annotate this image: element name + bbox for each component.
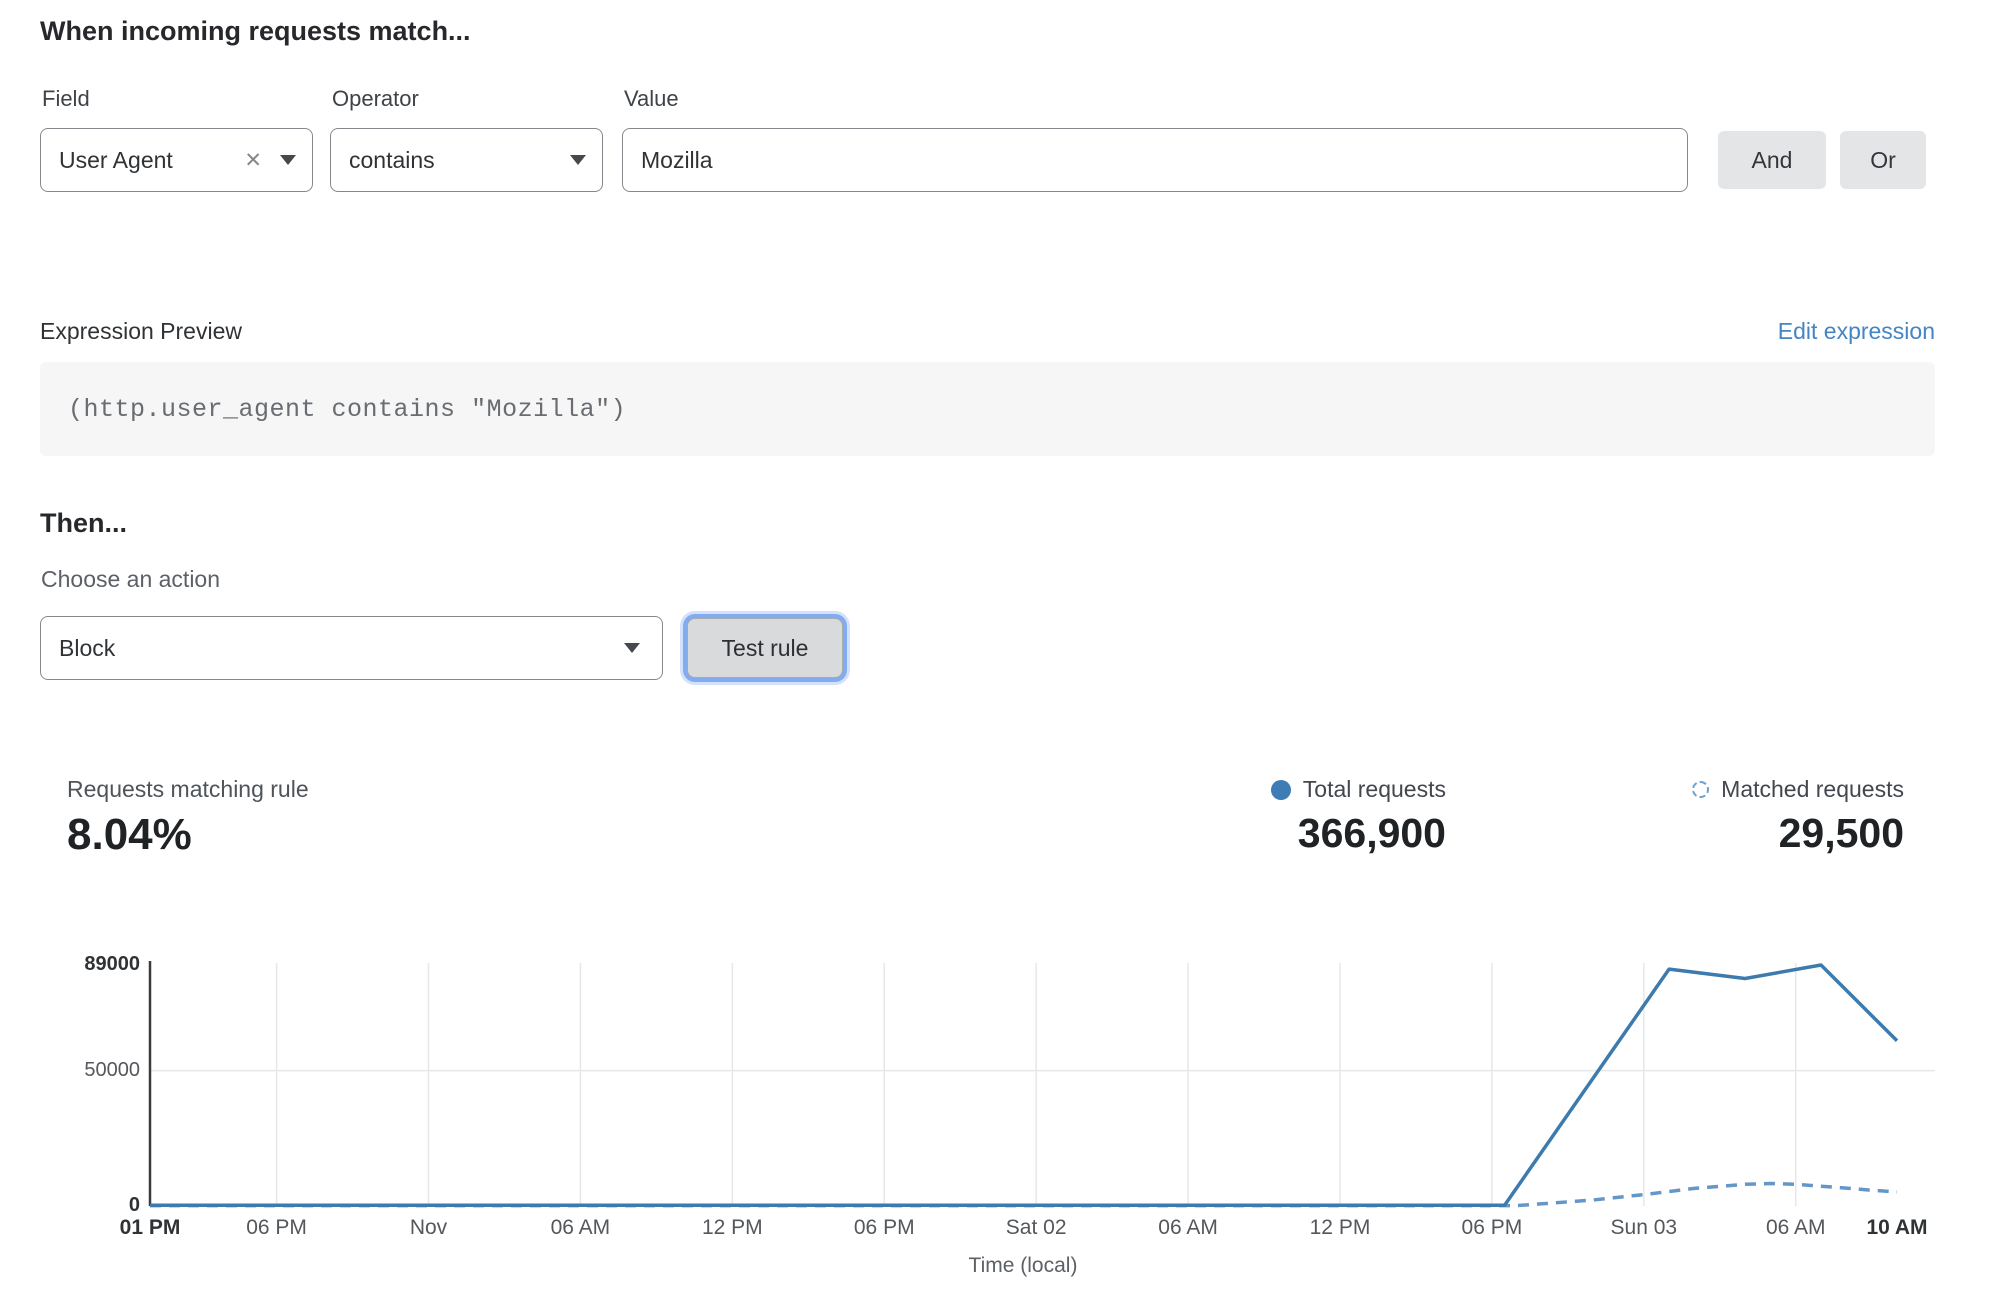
legend-total-label: Total requests — [1302, 776, 1446, 802]
total-requests-value: 366,900 — [1297, 810, 1446, 856]
x-axis-title: Time (local) — [968, 1254, 1078, 1277]
field-select[interactable]: User Agent ✕ — [40, 128, 313, 192]
operator-select-value: contains — [349, 146, 435, 173]
legend-matched-label: Matched requests — [1721, 776, 1904, 802]
chevron-down-icon — [280, 155, 296, 165]
value-label: Value — [624, 86, 679, 111]
series-dashed — [150, 1181, 1898, 1208]
x-tick-label: 01 PM — [119, 1216, 181, 1239]
operator-label: Operator — [332, 86, 419, 111]
requests-matching-value: 8.04% — [67, 810, 192, 859]
expression-preview-label: Expression Preview — [40, 318, 242, 344]
legend-total-requests[interactable]: Total requests — [1242, 776, 1446, 803]
operator-select[interactable]: contains — [330, 128, 603, 192]
x-tick-label: 10 AM — [1866, 1216, 1928, 1239]
y-tick-label: 50000 — [84, 1058, 140, 1081]
y-tick-label: 0 — [128, 1194, 140, 1216]
matched-requests-value: 29,500 — [1778, 810, 1904, 856]
field-label: Field — [42, 86, 90, 111]
x-tick-label: 12 PM — [701, 1216, 763, 1239]
legend-matched-requests[interactable]: Matched requests — [1652, 776, 1904, 803]
choose-action-label: Choose an action — [41, 566, 221, 592]
y-tick-label: 89000 — [84, 953, 140, 975]
test-rule-button[interactable]: Test rule — [687, 618, 843, 678]
and-button[interactable]: And — [1718, 131, 1826, 189]
value-input[interactable] — [641, 146, 1669, 174]
chevron-down-icon — [624, 643, 640, 653]
x-tick-label: Sat 02 — [1005, 1216, 1067, 1239]
x-tick-label: 06 PM — [246, 1216, 307, 1239]
x-tick-label: Sun 03 — [1610, 1216, 1678, 1239]
field-select-value: User Agent — [59, 146, 173, 173]
action-select-value: Block — [59, 634, 116, 661]
x-tick-label: 06 AM — [1158, 1216, 1218, 1239]
x-tick-label: 12 PM — [1309, 1216, 1371, 1239]
x-tick-label: 06 AM — [1765, 1216, 1826, 1239]
dashed-circle-icon — [1692, 781, 1710, 798]
then-heading: Then... — [40, 508, 127, 538]
series-solid — [150, 963, 1899, 1207]
value-field-wrap — [622, 128, 1688, 192]
action-select[interactable]: Block — [40, 616, 663, 680]
x-tick-label: 06 PM — [853, 1216, 915, 1239]
x-tick-label: 06 PM — [1461, 1216, 1523, 1239]
or-button[interactable]: Or — [1840, 131, 1926, 189]
solid-dot-icon — [1270, 779, 1291, 800]
chevron-down-icon — [570, 155, 586, 165]
clear-field-icon[interactable]: ✕ — [244, 148, 262, 172]
x-tick-label: 06 AM — [550, 1216, 611, 1239]
requests-matching-label: Requests matching rule — [67, 776, 309, 802]
expression-code: (http.user_agent contains "Mozilla") — [68, 394, 627, 424]
edit-expression-link[interactable]: Edit expression — [1777, 318, 1935, 344]
x-tick-label: Nov — [409, 1216, 448, 1239]
expression-preview-box: (http.user_agent contains "Mozilla") — [40, 362, 1935, 456]
page-title: When incoming requests match... — [40, 16, 471, 46]
